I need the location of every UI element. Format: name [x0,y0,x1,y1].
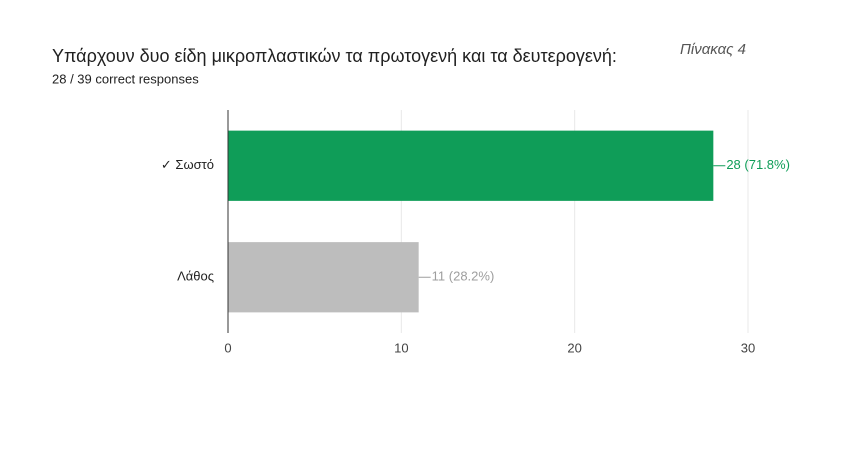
annotation: Πίνακας 4 [680,41,746,58]
value-label: 28 (71.8%) [726,157,790,172]
y-tick-label: ✓ Σωστό [161,157,214,172]
bar [228,242,419,313]
chart-subtitle: 28 / 39 correct responses [52,71,199,86]
x-tick-label: 20 [567,340,581,355]
bar [228,130,714,201]
x-tick-label: 10 [394,340,408,355]
value-label: 11 (28.2%) [432,269,495,284]
y-tick-label: Λάθος [177,269,214,284]
x-tick-label: 0 [224,340,231,355]
chart-title: Υπάρχουν δυο είδη μικροπλαστικών τα πρωτ… [52,46,617,66]
x-tick-label: 30 [741,340,755,355]
